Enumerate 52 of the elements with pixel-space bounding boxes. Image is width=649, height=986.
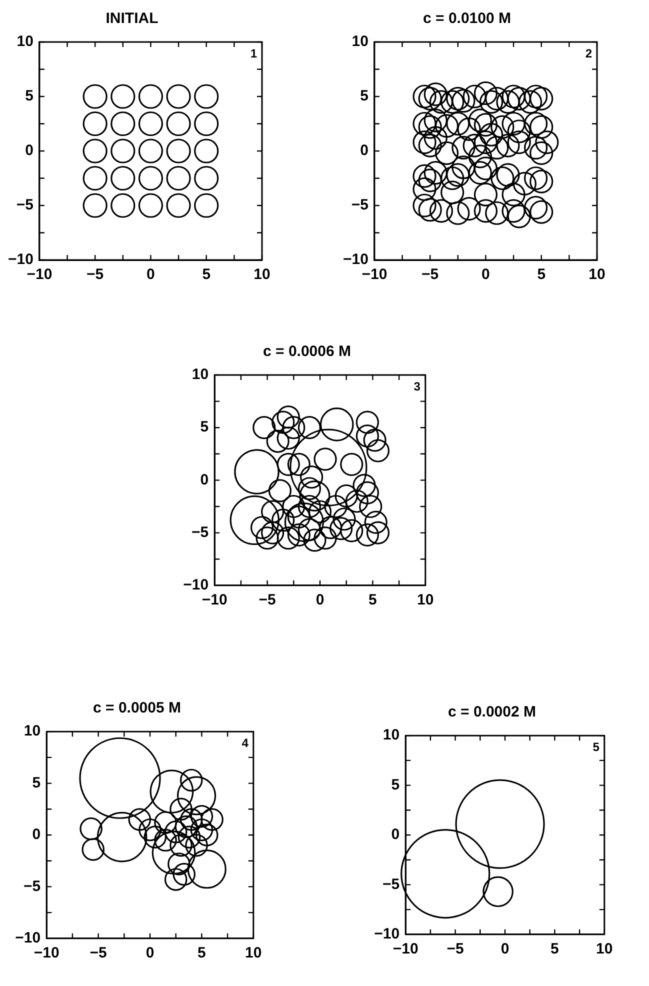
- x-tick-label: 10: [245, 944, 262, 962]
- x-tick-label: 10: [254, 266, 270, 284]
- annotation: 4: [242, 736, 249, 750]
- x-tick-label: 0: [482, 266, 490, 284]
- y-tick-label: 0: [391, 826, 400, 844]
- y-tick-label: −10: [15, 930, 41, 947]
- x-tick-label: 10: [596, 940, 613, 958]
- y-tick-label: 0: [200, 471, 209, 488]
- y-tick-label: 5: [32, 774, 41, 792]
- y-tick-label: 10: [24, 722, 41, 740]
- y-tick-label: −10: [374, 926, 400, 943]
- chart-title: c = 0.0005 M: [93, 700, 181, 717]
- x-tick-label: 10: [417, 592, 434, 609]
- y-tick-label: 0: [360, 142, 368, 160]
- x-tick-label: −5: [90, 944, 107, 962]
- x-tick-label: 0: [146, 266, 155, 284]
- y-tick-label: 5: [360, 88, 368, 105]
- y-tick-label: −5: [191, 524, 209, 541]
- x-tick-label: 5: [537, 266, 546, 284]
- y-tick-label: −10: [342, 251, 368, 268]
- y-tick-label: 5: [200, 418, 209, 436]
- y-tick-label: 10: [352, 33, 368, 50]
- y-tick-label: 10: [16, 33, 34, 50]
- x-tick-label: 0: [316, 592, 324, 609]
- y-tick-label: 10: [382, 726, 400, 744]
- x-tick-label: 0: [500, 940, 510, 958]
- y-tick-label: −5: [382, 876, 400, 893]
- annotation: 2: [585, 46, 592, 60]
- y-tick-label: −10: [8, 251, 34, 268]
- y-tick-label: 10: [192, 366, 209, 384]
- y-tick-label: −10: [183, 576, 209, 594]
- x-tick-label: 10: [588, 266, 606, 284]
- x-tick-label: −5: [422, 266, 439, 284]
- chart-title: c = 0.0006 M: [263, 343, 351, 360]
- chart-title: c = 0.0002 M: [448, 704, 536, 721]
- chart-title: c = 0.0100 M: [423, 10, 511, 28]
- annotation: 3: [414, 379, 421, 394]
- x-tick-label: −5: [446, 940, 464, 958]
- x-tick-label: 0: [146, 944, 154, 962]
- y-tick-label: −5: [351, 196, 368, 214]
- y-tick-label: 5: [25, 88, 34, 105]
- chart-title: INITIAL: [106, 10, 158, 28]
- x-tick-label: −5: [86, 266, 104, 284]
- y-tick-label: 0: [25, 142, 34, 160]
- y-tick-label: 5: [391, 776, 400, 794]
- y-tick-label: 0: [32, 826, 41, 844]
- x-tick-label: −5: [258, 592, 276, 609]
- annotation: 1: [250, 46, 258, 60]
- y-tick-label: −5: [23, 878, 41, 895]
- annotation: 5: [592, 740, 600, 754]
- x-tick-label: 5: [550, 940, 559, 958]
- y-tick-label: −5: [16, 196, 34, 214]
